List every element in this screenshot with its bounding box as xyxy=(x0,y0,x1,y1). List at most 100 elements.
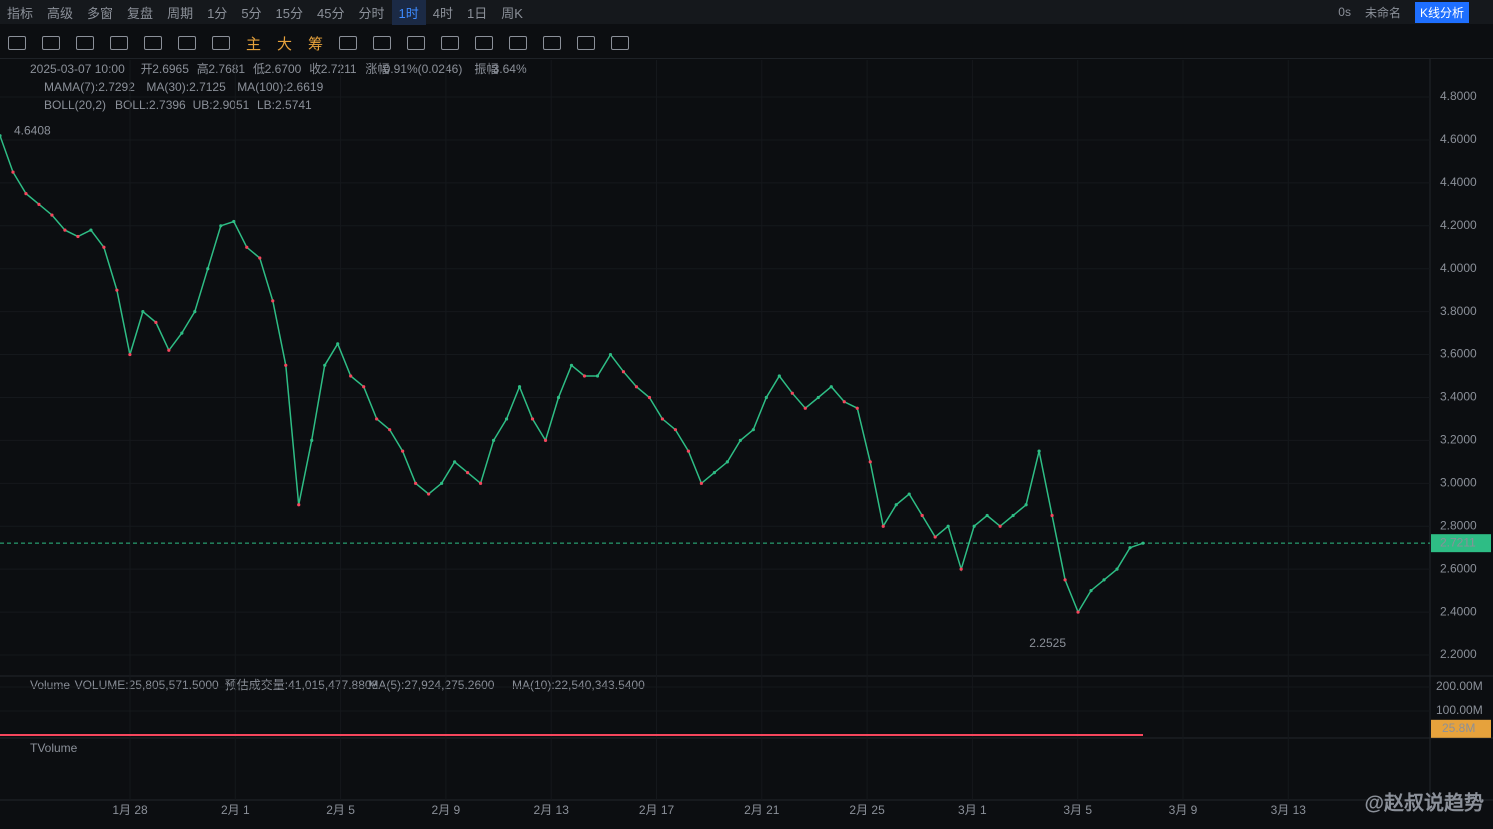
price-point xyxy=(751,428,755,432)
legend-text: 3.64% xyxy=(493,62,527,76)
draw-tool-icon[interactable] xyxy=(110,36,128,50)
chart-bg xyxy=(0,59,1493,829)
legend-text: Volume xyxy=(30,678,70,692)
tool-icon[interactable] xyxy=(407,36,426,50)
period-button[interactable]: 15分 xyxy=(275,5,304,21)
x-tick-label: 2月 13 xyxy=(534,803,570,817)
y-tick-label: 4.8000 xyxy=(1440,89,1477,103)
price-point xyxy=(323,363,327,367)
draw-tool-icon[interactable] xyxy=(178,36,196,50)
x-tick-label: 2月 25 xyxy=(849,803,885,817)
x-tick-label: 3月 5 xyxy=(1063,803,1092,817)
y-tick-label: 3.8000 xyxy=(1440,304,1477,318)
tool-icon[interactable] xyxy=(509,36,528,50)
price-point xyxy=(245,245,249,249)
price-point xyxy=(440,481,444,485)
period-button[interactable]: 周期 xyxy=(167,5,194,21)
period-button[interactable]: 高级 xyxy=(47,5,74,21)
y-tick-label: 4.4000 xyxy=(1440,175,1477,189)
price-point xyxy=(362,385,366,389)
legend-text: LB:2.5741 xyxy=(257,98,312,112)
price-point xyxy=(388,428,392,432)
price-point xyxy=(946,524,950,528)
price-point xyxy=(803,406,807,410)
tool-icon[interactable] xyxy=(441,36,460,50)
price-point xyxy=(582,374,587,378)
price-point xyxy=(595,374,600,378)
price-point xyxy=(920,513,924,518)
last-price-box xyxy=(1431,534,1491,553)
y-tick-label: 4.2000 xyxy=(1440,218,1477,232)
period-button[interactable]: 复盘 xyxy=(127,5,154,21)
indicator-button[interactable]: 大 xyxy=(277,35,293,53)
price-point xyxy=(608,352,613,357)
price-point xyxy=(738,438,742,442)
price-point xyxy=(517,385,522,389)
toolbar-button[interactable]: 0s xyxy=(1338,5,1351,19)
price-point xyxy=(543,438,548,442)
price-point xyxy=(686,449,690,453)
draw-tool-icon[interactable] xyxy=(144,36,162,50)
price-point xyxy=(868,460,872,464)
legend-text: MA(30):2.7125 xyxy=(146,80,226,94)
price-point xyxy=(907,492,911,496)
price-point xyxy=(491,438,496,442)
price-point xyxy=(478,481,483,485)
period-button[interactable]: 多窗 xyxy=(87,5,114,21)
draw-tool-icon[interactable] xyxy=(76,36,94,50)
period-button[interactable]: 1时 xyxy=(391,0,426,25)
legend-text: BOLL(20,2) xyxy=(44,98,106,112)
tool-icon[interactable] xyxy=(339,36,358,50)
tool-icon[interactable] xyxy=(373,36,392,50)
draw-tool-icon[interactable] xyxy=(42,36,60,50)
indicator-button[interactable]: 筹 xyxy=(308,35,324,53)
tool-icon[interactable] xyxy=(577,36,596,50)
legend-text: 0.91%(0.0246) xyxy=(384,62,463,76)
tool-icon[interactable] xyxy=(611,36,630,50)
y-tick-label: 2.4000 xyxy=(1440,604,1477,618)
legend-text: 收 xyxy=(309,62,321,76)
x-tick-label: 2月 5 xyxy=(326,803,355,817)
draw-tool-icon[interactable] xyxy=(8,36,26,50)
high-marker: 4.6408 xyxy=(14,123,51,137)
price-point xyxy=(985,513,989,518)
x-tick-label: 2月 1 xyxy=(221,803,250,817)
tool-icon[interactable] xyxy=(543,36,562,50)
toolbar-button[interactable]: K线分析 xyxy=(1414,1,1469,23)
y-tick-label: 100.00M xyxy=(1436,703,1483,717)
legend-text: VOLUME:25,805,571.5000 xyxy=(75,678,219,692)
period-button[interactable]: 1日 xyxy=(466,5,488,21)
price-point xyxy=(375,417,379,421)
price-point xyxy=(11,170,15,174)
price-point xyxy=(569,363,574,367)
period-button[interactable]: 5分 xyxy=(241,5,262,21)
price-point xyxy=(297,503,301,507)
period-button[interactable]: 45分 xyxy=(317,5,345,21)
price-point xyxy=(232,219,236,224)
y-tick-label: 3.2000 xyxy=(1440,433,1477,447)
period-button[interactable]: 周K xyxy=(501,5,523,21)
toolbar-button[interactable]: 未命名 xyxy=(1364,5,1401,20)
price-point xyxy=(89,228,93,232)
price-point xyxy=(141,310,145,314)
draw-tool-icon[interactable] xyxy=(212,36,230,50)
legend-text: 2025-03-07 10:00 xyxy=(30,62,125,76)
period-button[interactable]: 分时 xyxy=(358,5,385,21)
price-point xyxy=(258,256,262,260)
indicator-button[interactable]: 主 xyxy=(246,35,262,53)
price-point xyxy=(63,228,67,232)
price-point xyxy=(349,374,353,378)
price-point xyxy=(1089,589,1093,593)
price-point xyxy=(504,417,509,421)
period-button[interactable]: 4时 xyxy=(432,5,453,21)
price-point xyxy=(764,395,768,400)
price-point xyxy=(206,267,210,271)
price-point xyxy=(102,245,106,249)
tool-icon[interactable] xyxy=(475,36,494,50)
price-point xyxy=(673,428,678,432)
price-point xyxy=(310,438,314,442)
price-point xyxy=(972,524,976,528)
period-button[interactable]: 1分 xyxy=(207,5,228,21)
period-button[interactable]: 指标 xyxy=(7,5,34,21)
